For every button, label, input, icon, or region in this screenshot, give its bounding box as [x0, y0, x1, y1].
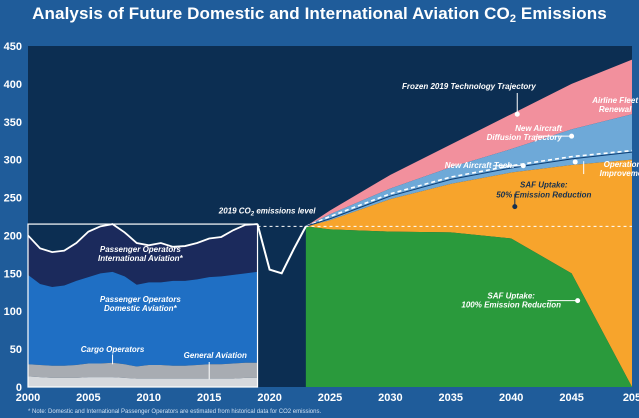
area-passenger-international [28, 224, 258, 287]
label-saf50-2: 50% Emission Reduction [496, 191, 591, 200]
x-tick-label-7: 2035 [439, 392, 463, 404]
y-tick-label-8: 400 [4, 79, 22, 91]
area-cargo-operators [28, 362, 258, 379]
x-tick-label-6: 2030 [378, 392, 402, 404]
marker-ops [572, 159, 578, 165]
area-airline-fleet-renewal [305, 114, 632, 227]
y-tick-label-6: 300 [4, 155, 22, 167]
historical-frame [27, 223, 259, 388]
marker-frozen [514, 111, 520, 117]
x-tick-label-9: 2045 [559, 392, 583, 404]
label-diffusion-1: New Aircraft [515, 124, 562, 133]
y-tick-label-9: 450 [4, 41, 22, 53]
label-new-aircraft-tech: New Aircraft Tech. [445, 161, 515, 170]
label-general-aviation: General Aviation [184, 351, 247, 360]
label-domestic-2: Domestic Aviation* [104, 304, 177, 313]
chart-title: Analysis of Future Domestic and Internat… [32, 4, 607, 25]
line-new-aircraft-tech [305, 151, 633, 227]
y-tick-label-4: 200 [4, 230, 22, 242]
area-frozen-2019-technology [305, 59, 632, 227]
label-frozen-2019: Frozen 2019 Technology Trajectory [402, 82, 536, 91]
x-tick-label-10: 205 [623, 392, 639, 404]
label-international-2: International Aviation* [98, 254, 183, 263]
x-tick-label-1: 2005 [76, 392, 100, 404]
label-international-1: Passenger Operators [100, 245, 181, 254]
x-tick-label-4: 2020 [257, 392, 281, 404]
marker-new-aircraft-tech [520, 163, 526, 169]
y-tick-label-2: 100 [4, 306, 22, 318]
x-tick-label-3: 2015 [197, 392, 221, 404]
line-historical-total [27, 223, 258, 254]
area-general-aviation [28, 376, 258, 387]
y-tick-label-0: 0 [16, 382, 22, 394]
label-cargo-operators: Cargo Operators [81, 345, 145, 354]
label-fleet-2: Renewal [599, 105, 632, 114]
x-tick-label-2: 2010 [137, 392, 161, 404]
label-diffusion-2: Diffusion Trajectory [487, 133, 563, 142]
area-saf-50pct [305, 159, 632, 387]
area-saf-100pct [305, 226, 632, 387]
marker-saf100 [575, 298, 581, 304]
y-tick-label-3: 150 [4, 268, 22, 280]
y-tick-label-1: 50 [10, 344, 22, 356]
y-tick-label-7: 350 [4, 117, 22, 129]
label-2019-level-suffix: emissions level [254, 206, 316, 215]
x-tick-label-0: 2000 [16, 392, 40, 404]
label-saf100-2: 100% Emission Reduction [461, 300, 561, 309]
marker-saf50 [512, 204, 518, 210]
label-ops-2: Improvement [600, 169, 639, 178]
footnote: * Note: Domestic and International Passe… [28, 409, 321, 415]
line-new-aircraft-diffusion [305, 149, 633, 228]
label-2019-level: 2019 CO2 emissions level [218, 206, 317, 217]
y-tick-label-5: 250 [4, 193, 22, 205]
label-saf100-1: SAF Uptake: [487, 291, 535, 300]
area-passenger-domestic [28, 271, 258, 367]
marker-diffusion [569, 133, 575, 139]
label-ops-1: Operations [604, 160, 639, 169]
x-tick-label-5: 2025 [318, 392, 342, 404]
label-fleet-1: Airline Fleet [591, 96, 638, 105]
label-2019-level-sub: 2 [250, 211, 255, 217]
label-saf50-1: SAF Uptake: [520, 181, 568, 190]
x-tick-label-8: 2040 [499, 392, 523, 404]
line-covid-dip [256, 223, 307, 275]
label-domestic-1: Passenger Operators [100, 295, 181, 304]
